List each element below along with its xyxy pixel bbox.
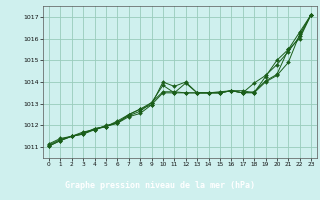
Text: Graphe pression niveau de la mer (hPa): Graphe pression niveau de la mer (hPa): [65, 181, 255, 190]
